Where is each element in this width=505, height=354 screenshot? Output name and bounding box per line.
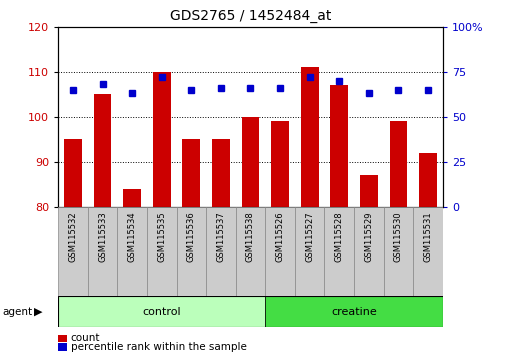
Bar bbox=[324, 207, 353, 296]
Bar bbox=[146, 207, 176, 296]
Text: GSM115532: GSM115532 bbox=[68, 211, 77, 262]
Bar bbox=[294, 207, 324, 296]
Bar bbox=[93, 94, 111, 207]
Bar bbox=[418, 153, 436, 207]
Bar bbox=[389, 121, 407, 207]
Text: GSM115535: GSM115535 bbox=[157, 211, 166, 262]
Text: GSM115527: GSM115527 bbox=[305, 211, 314, 262]
Bar bbox=[176, 207, 206, 296]
Bar bbox=[153, 72, 170, 207]
Bar bbox=[354, 207, 383, 296]
Bar bbox=[212, 139, 229, 207]
Text: GSM115531: GSM115531 bbox=[423, 211, 432, 262]
Text: percentile rank within the sample: percentile rank within the sample bbox=[71, 342, 246, 352]
Text: GSM115536: GSM115536 bbox=[186, 211, 195, 262]
Text: GSM115526: GSM115526 bbox=[275, 211, 284, 262]
Bar bbox=[117, 207, 146, 296]
Bar bbox=[330, 85, 347, 207]
Bar bbox=[413, 207, 442, 296]
Text: ▶: ▶ bbox=[34, 307, 43, 316]
Text: GSM115538: GSM115538 bbox=[245, 211, 255, 262]
Text: GSM115537: GSM115537 bbox=[216, 211, 225, 262]
Bar bbox=[64, 139, 82, 207]
Bar bbox=[206, 207, 235, 296]
Bar bbox=[182, 139, 200, 207]
Text: count: count bbox=[71, 333, 100, 343]
Text: control: control bbox=[142, 307, 181, 316]
Text: GSM115529: GSM115529 bbox=[364, 211, 373, 262]
Bar bbox=[383, 207, 413, 296]
Text: GSM115534: GSM115534 bbox=[127, 211, 136, 262]
Bar bbox=[265, 207, 294, 296]
Text: GSM115533: GSM115533 bbox=[98, 211, 107, 262]
Bar bbox=[58, 296, 265, 327]
Bar bbox=[123, 189, 141, 207]
Title: GDS2765 / 1452484_at: GDS2765 / 1452484_at bbox=[170, 9, 330, 23]
Text: creatine: creatine bbox=[330, 307, 376, 316]
Bar bbox=[235, 207, 265, 296]
Text: GSM115530: GSM115530 bbox=[393, 211, 402, 262]
Bar bbox=[359, 176, 377, 207]
Bar bbox=[265, 296, 442, 327]
Bar bbox=[87, 207, 117, 296]
Bar bbox=[300, 67, 318, 207]
Text: agent: agent bbox=[3, 307, 33, 316]
Bar bbox=[271, 121, 288, 207]
Bar bbox=[241, 117, 259, 207]
Text: GSM115528: GSM115528 bbox=[334, 211, 343, 262]
Bar bbox=[58, 207, 87, 296]
